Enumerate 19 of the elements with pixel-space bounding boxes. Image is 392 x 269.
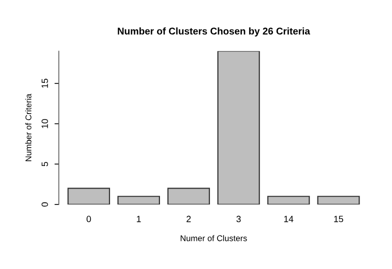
y-tick-label: 0	[42, 202, 48, 207]
x-tick-label: 3	[236, 216, 241, 222]
bar	[117, 196, 160, 204]
chart-title: Number of Clusters Chosen by 26 Criteria	[118, 27, 310, 36]
bar	[317, 196, 360, 204]
bar	[217, 51, 260, 204]
bar	[267, 196, 310, 204]
bar	[67, 188, 110, 204]
x-axis-title: Numer of Clusters	[180, 235, 247, 242]
x-tick-label: 0	[86, 216, 91, 222]
y-tick-label: 15	[42, 78, 48, 88]
x-tick-label: 15	[334, 216, 344, 222]
y-tick-label: 10	[42, 119, 48, 128]
y-tick-label: 5	[42, 162, 48, 166]
bar	[167, 188, 210, 204]
y-axis-title: Number of Criteria	[25, 94, 32, 162]
x-tick-label: 2	[186, 216, 191, 222]
x-tick-label: 14	[284, 216, 294, 222]
x-tick-label: 1	[136, 216, 141, 222]
